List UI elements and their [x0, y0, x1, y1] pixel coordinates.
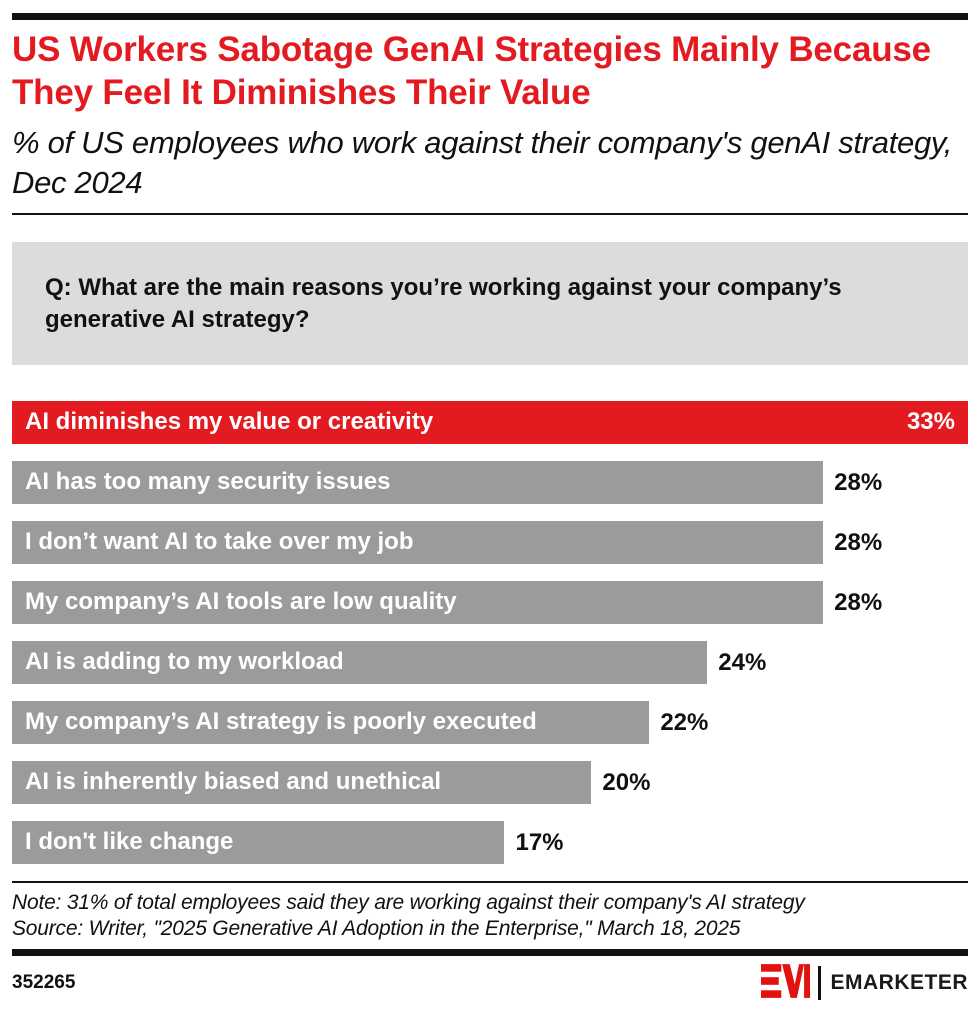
- bar: AI has too many security issues: [12, 460, 824, 504]
- subtitle-divider: [12, 212, 968, 215]
- bar-value-label: 17%: [515, 828, 564, 856]
- chart-card: US Workers Sabotage GenAI Strategies Mai…: [12, 13, 968, 1003]
- bar-row: AI is inherently biased and unethical 20%: [12, 760, 968, 804]
- bar: I don't like change: [12, 820, 505, 864]
- bar: AI diminishes my value or creativity 33%: [12, 400, 968, 444]
- bar-row: I don’t want AI to take over my job 28%: [12, 520, 968, 564]
- bar-value-label: 28%: [834, 588, 883, 616]
- bar-value-label: 20%: [602, 768, 651, 796]
- bar: My company’s AI tools are low quality: [12, 580, 824, 624]
- bar: My company’s AI strategy is poorly execu…: [12, 700, 650, 744]
- bar-label: I don’t want AI to take over my job: [25, 528, 414, 556]
- bar-row: I don't like change 17%: [12, 820, 968, 864]
- brand-divider: [818, 966, 822, 1001]
- bar-label: I don't like change: [25, 828, 234, 856]
- bar-value-label: 33%: [906, 408, 955, 436]
- emarketer-logo-icon: [761, 964, 811, 1003]
- bar-value-label: 28%: [834, 468, 883, 496]
- question-text: Q: What are the main reasons you’re work…: [45, 273, 842, 333]
- bar-row: AI has too many security issues 28%: [12, 460, 968, 504]
- bar-value-label: 22%: [660, 708, 709, 736]
- bar-label: AI diminishes my value or creativity: [25, 408, 434, 436]
- bar-value-label: 28%: [834, 528, 883, 556]
- bar: AI is inherently biased and unethical: [12, 760, 592, 804]
- page-subtitle: % of US employees who work against their…: [12, 125, 953, 201]
- bar: I don’t want AI to take over my job: [12, 520, 824, 564]
- note-divider: [12, 880, 968, 883]
- bar-chart: AI diminishes my value or creativity 33% A…: [12, 400, 968, 864]
- bar-value-label: 24%: [718, 648, 767, 676]
- top-rule: [12, 13, 968, 20]
- question-box: Q: What are the main reasons you’re work…: [12, 241, 968, 365]
- bar-label: AI has too many security issues: [25, 468, 391, 496]
- bar-row: AI diminishes my value or creativity 33%: [12, 400, 968, 444]
- bar-label: AI is adding to my workload: [25, 648, 344, 676]
- bottom-rule: [12, 949, 968, 957]
- bar-label: My company’s AI tools are low quality: [25, 588, 457, 616]
- brand-logo: EMARKETER: [761, 964, 968, 1003]
- chart-id: 352265: [12, 972, 76, 994]
- bar: AI is adding to my workload: [12, 640, 708, 684]
- bar-row: AI is adding to my workload 24%: [12, 640, 968, 684]
- footnote: Note: 31% of total employees said they a…: [12, 890, 968, 943]
- bar-row: My company’s AI tools are low quality 28%: [12, 580, 968, 624]
- note-text: Note: 31% of total employees said they a…: [12, 890, 805, 914]
- brand-name: EMARKETER: [830, 971, 968, 995]
- bar-label: AI is inherently biased and unethical: [25, 768, 442, 796]
- source-text: Source: Writer, "2025 Generative AI Adop…: [12, 916, 741, 940]
- page-title: US Workers Sabotage GenAI Strategies Mai…: [12, 30, 931, 112]
- footer: 352265 EMARKETER: [12, 964, 968, 1003]
- bar-row: My company’s AI strategy is poorly execu…: [12, 700, 968, 744]
- bar-label: My company’s AI strategy is poorly execu…: [25, 708, 537, 736]
